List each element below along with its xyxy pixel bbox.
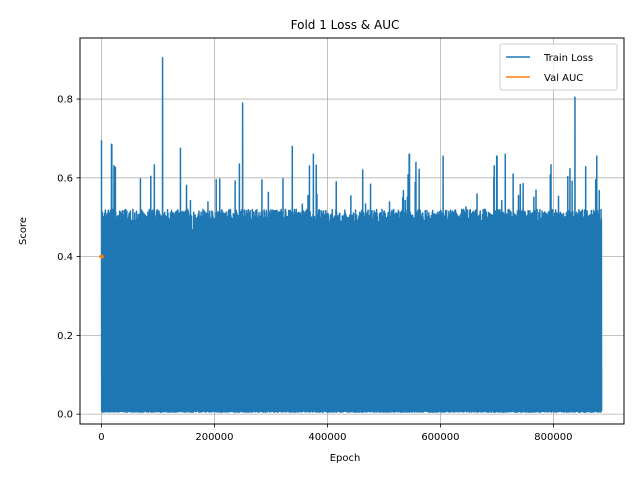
y-tick-label: 0.8 [57, 95, 73, 106]
x-tick-label: 600000 [421, 432, 459, 443]
chart-title: Fold 1 Loss & AUC [291, 18, 400, 32]
ticks-layer: 0 200000 400000 600000 800000 0.0 0.2 0.4 0.6 0.8 [57, 95, 572, 443]
legend-label-val-auc: Val AUC [544, 73, 583, 84]
x-tick-label: 800000 [534, 432, 572, 443]
x-tick-label: 0 [98, 432, 104, 443]
series-layer [99, 56, 603, 413]
plot-frame [79, 37, 625, 425]
y-tick-label: 0.6 [57, 173, 73, 184]
legend: Train Loss Val AUC [499, 43, 618, 91]
train-loss-band [103, 229, 602, 409]
y-tick-label: 0.0 [57, 410, 73, 421]
x-tick-label: 400000 [308, 432, 346, 443]
legend-box [499, 43, 618, 91]
val-auc-point [99, 254, 104, 259]
x-axis-title: Epoch [330, 453, 361, 464]
y-axis-title: Score [18, 217, 29, 245]
x-tick-label: 200000 [195, 432, 233, 443]
y-tick-label: 0.2 [57, 331, 73, 342]
y-tick-label: 0.4 [57, 252, 73, 263]
legend-label-train-loss: Train Loss [543, 53, 593, 64]
